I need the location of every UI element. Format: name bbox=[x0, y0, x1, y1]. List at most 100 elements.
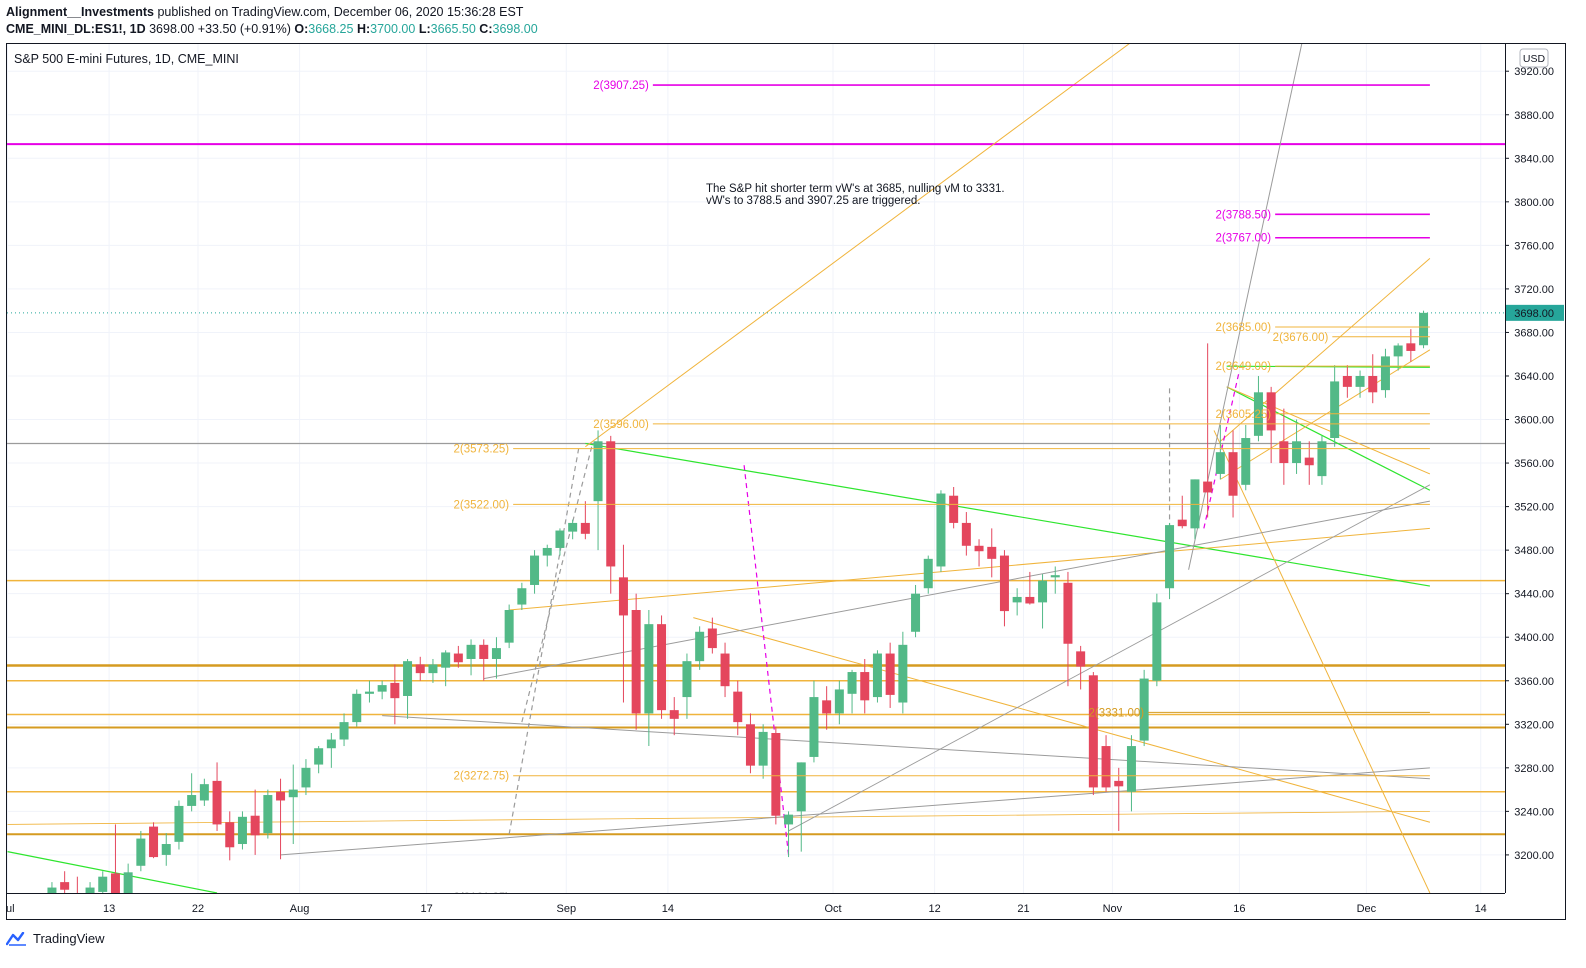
currency-label: USD bbox=[1523, 53, 1546, 65]
x-tick-label: 13 bbox=[103, 903, 115, 915]
x-tick-label: 22 bbox=[192, 903, 204, 915]
last-price: 3698.00 bbox=[149, 22, 195, 36]
y-tick-label: 3400.00 bbox=[1514, 632, 1554, 644]
level-label: 2(3788.50) bbox=[1216, 209, 1272, 221]
high-label: H: bbox=[356, 22, 371, 36]
low-label: L: bbox=[418, 22, 431, 36]
candle-body bbox=[1330, 381, 1340, 439]
candle-body bbox=[669, 710, 679, 719]
level-label: 2(3907.25) bbox=[593, 80, 649, 92]
level-label: 2(3522.00) bbox=[454, 499, 510, 511]
candle-body bbox=[999, 555, 1009, 612]
candle-body bbox=[1038, 580, 1048, 603]
currency-box bbox=[1519, 48, 1549, 68]
candle-body bbox=[276, 791, 286, 801]
open-value: 3668.25 bbox=[308, 22, 354, 36]
candle-body bbox=[682, 661, 692, 698]
level-label: 2(3161.25) bbox=[454, 892, 510, 904]
chart-container[interactable]: 2(3907.25) 2(3788.50) 2(3767.00) 2(3685.00)… bbox=[6, 43, 1566, 920]
candle-body bbox=[517, 588, 527, 605]
candle-body bbox=[923, 558, 933, 589]
candle-body bbox=[1266, 392, 1276, 431]
candle-body bbox=[1152, 602, 1162, 681]
price-chart[interactable]: 2(3907.25) 2(3788.50) 2(3767.00) 2(3685.00)… bbox=[6, 43, 1566, 920]
candle-body bbox=[352, 693, 362, 723]
candle-body bbox=[136, 838, 146, 866]
level-label: 2(3685.00) bbox=[1216, 322, 1272, 334]
x-tick-label: Aug bbox=[290, 903, 310, 915]
level-label: 2(3272.75) bbox=[454, 771, 510, 783]
x-tick-label: 21 bbox=[1017, 903, 1029, 915]
candle-body bbox=[1393, 345, 1403, 357]
ohlc-line: CME_MINI_DL:ES1!, 1D 3698.00 +33.50 (+0.… bbox=[6, 22, 538, 36]
candle-body bbox=[301, 767, 311, 788]
candle-body bbox=[60, 882, 70, 890]
candle-body bbox=[936, 493, 946, 567]
close-value: 3698.00 bbox=[492, 22, 538, 36]
open-label: O: bbox=[294, 22, 309, 36]
candle-body bbox=[250, 815, 260, 836]
tradingview-footer[interactable]: TradingView bbox=[6, 931, 105, 946]
candle-body bbox=[1317, 441, 1327, 477]
y-tick-label: 3200.00 bbox=[1514, 850, 1554, 862]
candle-body bbox=[1228, 452, 1238, 496]
candle-body bbox=[110, 873, 120, 893]
x-tick-label: Nov bbox=[1103, 903, 1123, 915]
y-tick-label: 3320.00 bbox=[1514, 719, 1554, 731]
y-tick-label: 3360.00 bbox=[1514, 676, 1554, 688]
candle-body bbox=[237, 816, 247, 845]
candle-body bbox=[47, 887, 57, 893]
level-label: 2(3596.00) bbox=[593, 419, 649, 431]
candle-body bbox=[1419, 312, 1429, 346]
x-tick-label: 14 bbox=[662, 903, 674, 915]
x-tick-label: Jul bbox=[6, 903, 15, 915]
trend-line bbox=[483, 500, 1430, 680]
author-name[interactable]: Alignment__Investments bbox=[6, 5, 154, 19]
candle-body bbox=[530, 555, 540, 585]
candle-body bbox=[568, 522, 578, 532]
y-tick-label: 3840.00 bbox=[1514, 153, 1554, 165]
candle-body bbox=[1355, 375, 1365, 387]
candle-body bbox=[898, 644, 908, 703]
candle-body bbox=[161, 844, 171, 855]
candle-body bbox=[504, 610, 514, 643]
chart-frame bbox=[6, 43, 1566, 920]
candle-body bbox=[466, 644, 476, 659]
candle-body bbox=[479, 644, 489, 659]
annotation-line1: The S&P hit shorter term vW's at 3685, n… bbox=[706, 183, 1005, 195]
y-tick-label: 3600.00 bbox=[1514, 415, 1554, 427]
candle-body bbox=[98, 876, 108, 892]
trend-line bbox=[280, 767, 1430, 856]
candle-body bbox=[606, 441, 616, 567]
annotation-line2: vW's to 3788.5 and 3907.25 are triggered… bbox=[706, 195, 920, 207]
x-tick-label: 12 bbox=[928, 903, 940, 915]
price-change: +33.50 (+0.91%) bbox=[197, 22, 291, 36]
candle-body bbox=[822, 700, 832, 714]
candle-body bbox=[491, 648, 501, 659]
candle-body bbox=[872, 653, 882, 698]
candle-body bbox=[85, 887, 95, 893]
candle-body bbox=[377, 685, 387, 692]
candle-body bbox=[771, 732, 781, 816]
candle-body bbox=[123, 872, 133, 893]
candle-body bbox=[149, 826, 159, 858]
candle-body bbox=[1139, 678, 1149, 741]
low-value: 3665.50 bbox=[430, 22, 476, 36]
candle-body bbox=[657, 624, 667, 711]
x-tick-label: 17 bbox=[420, 903, 432, 915]
last-price-tag bbox=[1506, 304, 1564, 321]
candle-body bbox=[225, 822, 235, 848]
y-tick-label: 3760.00 bbox=[1514, 240, 1554, 252]
candle-body bbox=[314, 748, 324, 765]
candle-body bbox=[1126, 746, 1136, 792]
y-tick-label: 3800.00 bbox=[1514, 197, 1554, 209]
chart-title: S&P 500 E-mini Futures, 1D, CME_MINI bbox=[14, 52, 239, 66]
candle-body bbox=[796, 762, 806, 812]
candle-body bbox=[1025, 596, 1035, 604]
candle-body bbox=[720, 653, 730, 687]
candle-body bbox=[212, 780, 222, 825]
candle-body bbox=[1380, 356, 1390, 391]
y-tick-label: 3680.00 bbox=[1514, 327, 1554, 339]
candle-body bbox=[1165, 525, 1175, 589]
candle-body bbox=[949, 495, 959, 523]
